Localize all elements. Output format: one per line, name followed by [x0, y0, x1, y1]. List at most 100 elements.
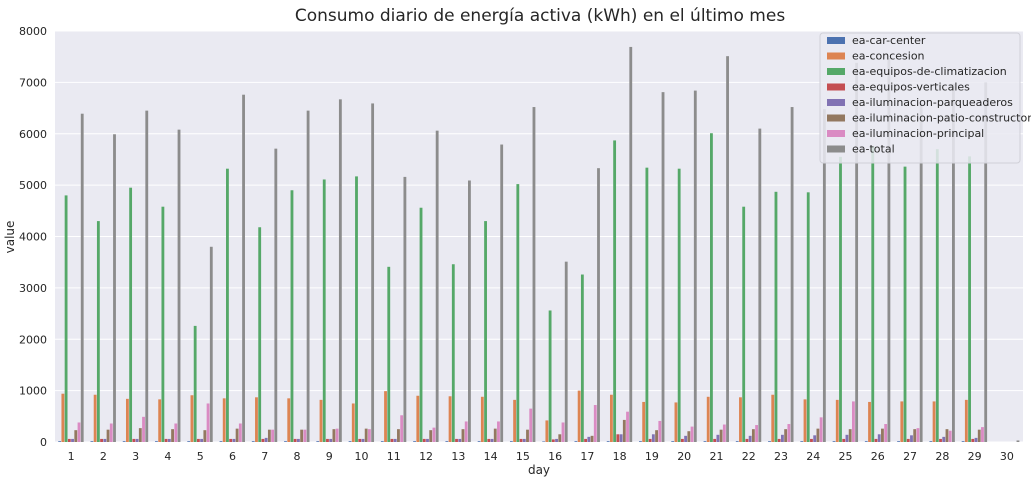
bar	[74, 430, 78, 442]
bar	[222, 398, 226, 442]
bar	[187, 441, 191, 442]
bar	[716, 434, 720, 442]
bar	[493, 428, 497, 442]
bar	[193, 325, 197, 442]
bar	[790, 107, 794, 442]
y-tick-label: 7000	[19, 76, 47, 89]
bar	[613, 140, 617, 442]
chart-title: Consumo diario de energía activa (kWh) e…	[295, 6, 785, 26]
bar	[658, 420, 662, 442]
legend-label: ea-iluminacion-parqueaderos	[852, 96, 1013, 109]
bar	[238, 423, 242, 442]
bar	[690, 426, 694, 442]
bar	[842, 438, 846, 442]
bar	[93, 394, 97, 442]
y-tick-label: 4000	[19, 231, 47, 244]
bar	[703, 441, 707, 442]
bar	[680, 438, 684, 442]
bar	[255, 397, 258, 442]
bar	[639, 441, 642, 442]
bar	[487, 438, 491, 442]
legend-label: ea-iluminacion-patio-constructor	[852, 112, 1031, 125]
bar	[722, 424, 726, 442]
bar	[200, 438, 204, 442]
legend-label: ea-concesion	[852, 50, 925, 63]
bar	[322, 179, 326, 442]
bar	[429, 430, 433, 442]
bar	[100, 438, 103, 442]
bar	[132, 438, 136, 442]
bar	[968, 156, 971, 443]
bar	[258, 227, 262, 442]
bar	[522, 438, 526, 442]
bar	[122, 441, 126, 442]
bar	[771, 394, 775, 442]
bar	[403, 176, 407, 442]
bar	[813, 435, 817, 442]
bar	[519, 438, 523, 442]
bar	[419, 207, 423, 442]
bar	[338, 99, 342, 442]
bar	[164, 438, 168, 442]
bar	[913, 429, 917, 442]
bar	[845, 434, 849, 442]
x-tick-label: 26	[871, 450, 885, 463]
bar	[835, 399, 839, 442]
bar	[448, 396, 452, 442]
bar	[190, 395, 194, 442]
bar	[355, 176, 358, 442]
x-tick-label: 14	[484, 450, 498, 463]
bar	[303, 429, 307, 442]
x-tick-label: 12	[419, 450, 433, 463]
bar	[719, 429, 723, 442]
bar	[516, 184, 520, 442]
bar	[974, 437, 978, 442]
bar	[271, 429, 275, 442]
bar	[103, 438, 107, 442]
bar	[900, 401, 904, 442]
bar	[945, 429, 949, 442]
bar	[113, 134, 116, 442]
bar	[293, 438, 297, 442]
x-tick-label: 18	[613, 450, 627, 463]
bar	[500, 144, 504, 443]
y-tick-label: 2000	[19, 333, 47, 346]
x-tick-label: 4	[164, 450, 171, 463]
bar	[693, 90, 697, 442]
bar	[513, 399, 517, 442]
bar	[384, 391, 387, 442]
bar	[939, 438, 942, 442]
legend-label: ea-equipos-verticales	[852, 81, 970, 94]
x-axis-ticks: 1 2 3 4 5 6 7 8 9 10 11 12 13 14 15 16 17 18 19 20 21 22 23 24 2…	[68, 450, 1014, 463]
bar	[426, 438, 429, 442]
bar	[267, 429, 271, 442]
bar	[584, 438, 587, 442]
bar	[306, 110, 310, 442]
y-tick-label: 0	[40, 436, 47, 449]
bar	[952, 83, 955, 443]
bar	[558, 434, 562, 442]
bar	[509, 441, 513, 442]
y-axis-ticks: 0 1000 2000 3000 4000 5000 6000 7000 8000	[19, 25, 47, 449]
x-tick-label: 21	[709, 450, 723, 463]
bar	[981, 427, 984, 442]
x-tick-label: 29	[968, 450, 982, 463]
bar	[726, 56, 729, 443]
bar	[548, 310, 552, 442]
bar	[196, 438, 200, 442]
x-axis-label: day	[528, 463, 550, 477]
bar	[497, 421, 500, 442]
bar	[580, 274, 584, 442]
bar	[906, 438, 910, 442]
bar	[468, 180, 471, 442]
bar	[742, 206, 746, 442]
bar	[739, 397, 742, 442]
bar	[964, 399, 968, 442]
bar	[464, 421, 468, 442]
bar	[832, 441, 836, 442]
bar	[135, 438, 139, 442]
bar	[687, 431, 691, 442]
bar	[645, 167, 649, 442]
bar	[777, 438, 781, 442]
